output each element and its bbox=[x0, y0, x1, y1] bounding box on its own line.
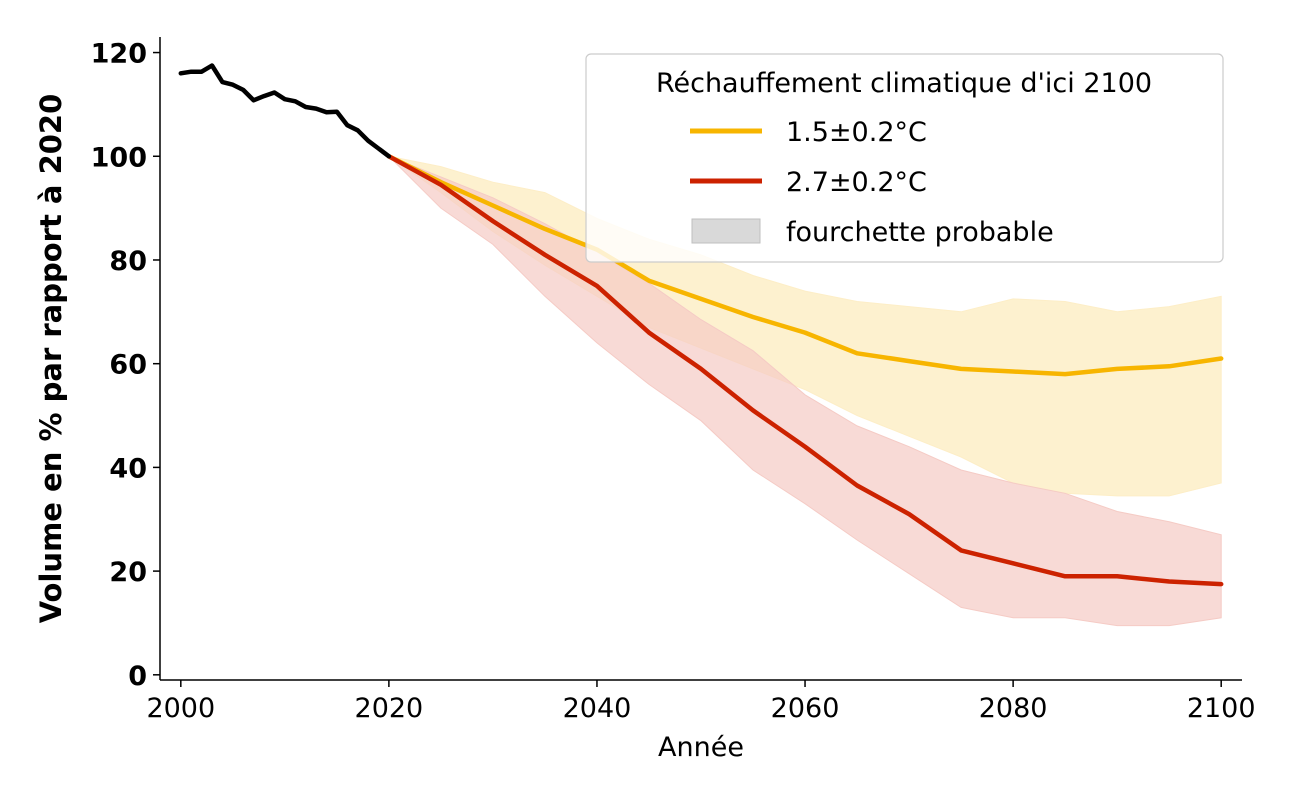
legend-box bbox=[585, 53, 1224, 263]
legend-label-range: fourchette probable bbox=[786, 217, 1054, 248]
y-tick-label: 0 bbox=[128, 661, 147, 692]
y-tick-label: 100 bbox=[91, 142, 147, 173]
line-historical bbox=[178, 63, 392, 159]
legend-swatch-range bbox=[691, 218, 761, 244]
y-tick-label: 40 bbox=[109, 453, 147, 484]
x-tick-label: 2100 bbox=[1187, 693, 1256, 724]
x-tick-label: 2020 bbox=[355, 693, 424, 724]
y-tick-label: 60 bbox=[109, 350, 147, 381]
y-tick-label: 80 bbox=[109, 246, 147, 277]
y-tick-label: 20 bbox=[109, 557, 147, 588]
legend-label-1-5: 1.5±0.2°C bbox=[786, 117, 927, 148]
x-axis-label: Année bbox=[658, 732, 744, 763]
y-axis-label: Volume en % par rapport à 2020 bbox=[34, 94, 68, 624]
x-tick-label: 2060 bbox=[771, 693, 840, 724]
y-tick-label: 120 bbox=[91, 39, 147, 70]
line-1-5 bbox=[386, 154, 1224, 377]
x-tick-label: 2000 bbox=[146, 693, 215, 724]
legend-title: Réchauffement climatique d'ici 2100 bbox=[656, 68, 1152, 99]
series-lines bbox=[178, 63, 1224, 587]
axes bbox=[159, 37, 1242, 681]
x-tick-label: 2080 bbox=[979, 693, 1048, 724]
legend-label-2-7: 2.7±0.2°C bbox=[786, 167, 927, 198]
band-2-7 bbox=[388, 155, 1222, 627]
line-2-7 bbox=[386, 154, 1224, 587]
x-tick-label: 2040 bbox=[563, 693, 632, 724]
legend: Réchauffement climatique d'ici 2100 1.5±… bbox=[585, 53, 1224, 263]
